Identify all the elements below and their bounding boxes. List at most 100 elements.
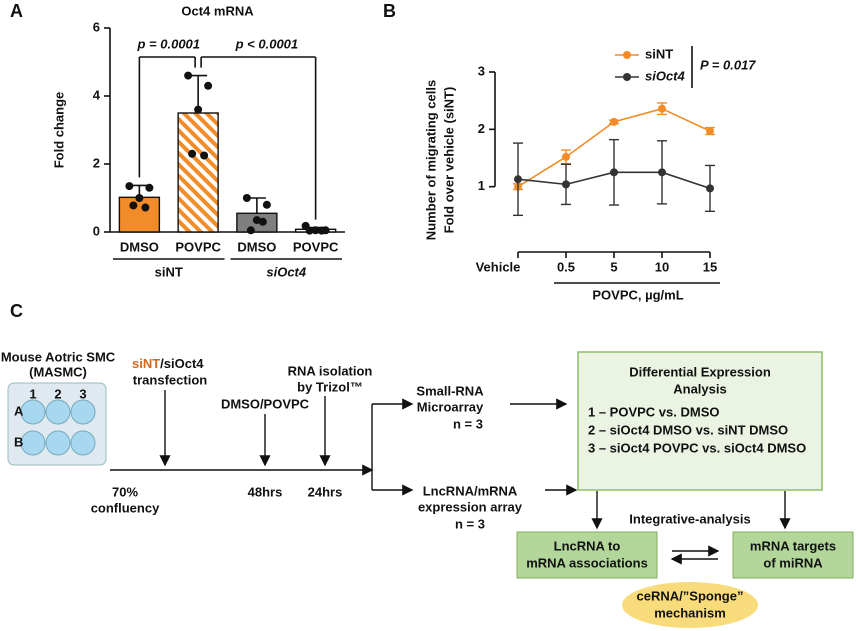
box xyxy=(516,531,658,579)
data-point xyxy=(184,71,193,80)
label: LncRNA/mRNA xyxy=(423,483,518,498)
plate-label: B xyxy=(14,434,23,449)
label: Microarray xyxy=(417,399,484,414)
x-axis-label: POVPC, µg/mL xyxy=(592,287,683,302)
label: by Trizol™ xyxy=(297,379,363,394)
legend-label: siNT xyxy=(645,46,673,61)
plate-label: 1 xyxy=(29,386,36,401)
wells xyxy=(20,399,96,456)
x-tick-label: 10 xyxy=(655,259,669,274)
y-tick-label: 3 xyxy=(478,63,485,78)
arrows xyxy=(110,390,791,565)
data-point xyxy=(305,226,314,235)
label: mRNA targets xyxy=(750,538,836,553)
plate-label: 3 xyxy=(79,386,86,401)
diagram: Mouse Aotric SMC (MASMC) 1 2 3 A B siNT/… xyxy=(1,349,854,628)
label: ceRNA/”Sponge” xyxy=(637,588,744,603)
data-point xyxy=(311,226,320,235)
data-point xyxy=(562,180,570,189)
y-axis-label: Number of migrating cells xyxy=(423,80,438,240)
box xyxy=(732,531,854,579)
legend-marker xyxy=(623,51,631,59)
data-point xyxy=(706,127,714,136)
annotation: p = 0.0001 xyxy=(136,36,200,51)
legend-marker xyxy=(623,73,631,81)
label: transfection xyxy=(133,372,207,387)
x-tick-label: DMSO xyxy=(120,239,159,254)
data-point xyxy=(658,168,666,177)
panel-label: C xyxy=(10,301,23,321)
legend-label: siOct4 xyxy=(645,68,686,83)
label: DMSO/POVPC xyxy=(221,396,310,411)
bar xyxy=(118,196,161,233)
label: /siOct4 xyxy=(160,356,204,371)
label: Integrative-analysis xyxy=(629,511,750,526)
data-point xyxy=(242,194,251,202)
y-tick-label: 0 xyxy=(93,223,100,238)
label: Analysis xyxy=(673,381,726,396)
label: LncRNA to xyxy=(554,538,621,553)
x-tick-label: 5 xyxy=(610,259,617,274)
panel-label: B xyxy=(383,1,396,21)
data-point xyxy=(125,182,134,191)
plate-label: 2 xyxy=(54,386,61,401)
data-point xyxy=(129,201,138,210)
data-point xyxy=(658,104,666,113)
y-axis-label: Fold change xyxy=(51,92,66,169)
mechanism-ellipse xyxy=(622,582,758,628)
data-point xyxy=(141,203,150,212)
label: 24hrs xyxy=(308,484,343,499)
y-tick-label: 2 xyxy=(478,121,485,136)
annotation: P = 0.017 xyxy=(700,57,756,72)
label: expression array xyxy=(418,499,523,514)
label: of miRNA xyxy=(763,555,823,570)
y-tick-label: 1 xyxy=(478,178,485,193)
label: mechanism xyxy=(654,605,726,620)
data-point xyxy=(610,117,618,126)
label: Small-RNA xyxy=(416,383,484,398)
label: 48hrs xyxy=(248,484,283,499)
data-point xyxy=(145,183,154,192)
x-tick-label: POVPC xyxy=(293,239,339,254)
label: RNA isolation xyxy=(288,363,373,378)
chart-title: Oct4 mRNA xyxy=(181,3,254,18)
label: n = 3 xyxy=(453,416,483,431)
data-point xyxy=(562,152,570,161)
y-tick-label: 6 xyxy=(93,19,100,34)
data-point xyxy=(204,81,213,90)
data-point xyxy=(262,200,271,209)
bar xyxy=(177,112,219,233)
label: 1 – POVPC vs. DMSO xyxy=(588,404,720,419)
data-point xyxy=(246,226,255,235)
label: Mouse Aotric SMC xyxy=(1,349,116,364)
label: siNT xyxy=(132,356,160,371)
data-point xyxy=(514,175,522,184)
y-tick-label: 2 xyxy=(93,155,100,170)
annotation: p < 0.0001 xyxy=(235,36,299,51)
x-tick-label: POVPC xyxy=(175,239,221,254)
label: confluency xyxy=(91,500,160,515)
label: 2 – siOct4 DMSO vs. siNT DMSO xyxy=(588,422,788,437)
analysis-box xyxy=(577,351,823,491)
group-label: siOct4 xyxy=(266,264,307,279)
label: n = 3 xyxy=(455,516,485,531)
x-tick-label: Vehicle xyxy=(476,259,521,274)
data-point xyxy=(194,105,203,114)
data-point xyxy=(610,168,618,177)
data-point xyxy=(135,194,144,202)
data-point xyxy=(317,226,326,235)
label: siNT/siOct4 xyxy=(132,356,204,371)
group-label: siNT xyxy=(155,264,183,279)
data-point xyxy=(188,149,197,158)
data-point xyxy=(706,184,714,193)
y-axis-label: Fold over vehicle (siNT) xyxy=(441,87,456,234)
panel-label: A xyxy=(10,1,23,21)
x-tick-label: 15 xyxy=(703,259,717,274)
label: 3 – siOct4 POVPC vs. siOct4 DMSO xyxy=(588,440,806,455)
data-point xyxy=(252,216,261,225)
data-point xyxy=(200,151,209,160)
data-point xyxy=(258,217,267,226)
plate-label: A xyxy=(14,403,24,418)
y-tick-label: 4 xyxy=(93,87,101,102)
